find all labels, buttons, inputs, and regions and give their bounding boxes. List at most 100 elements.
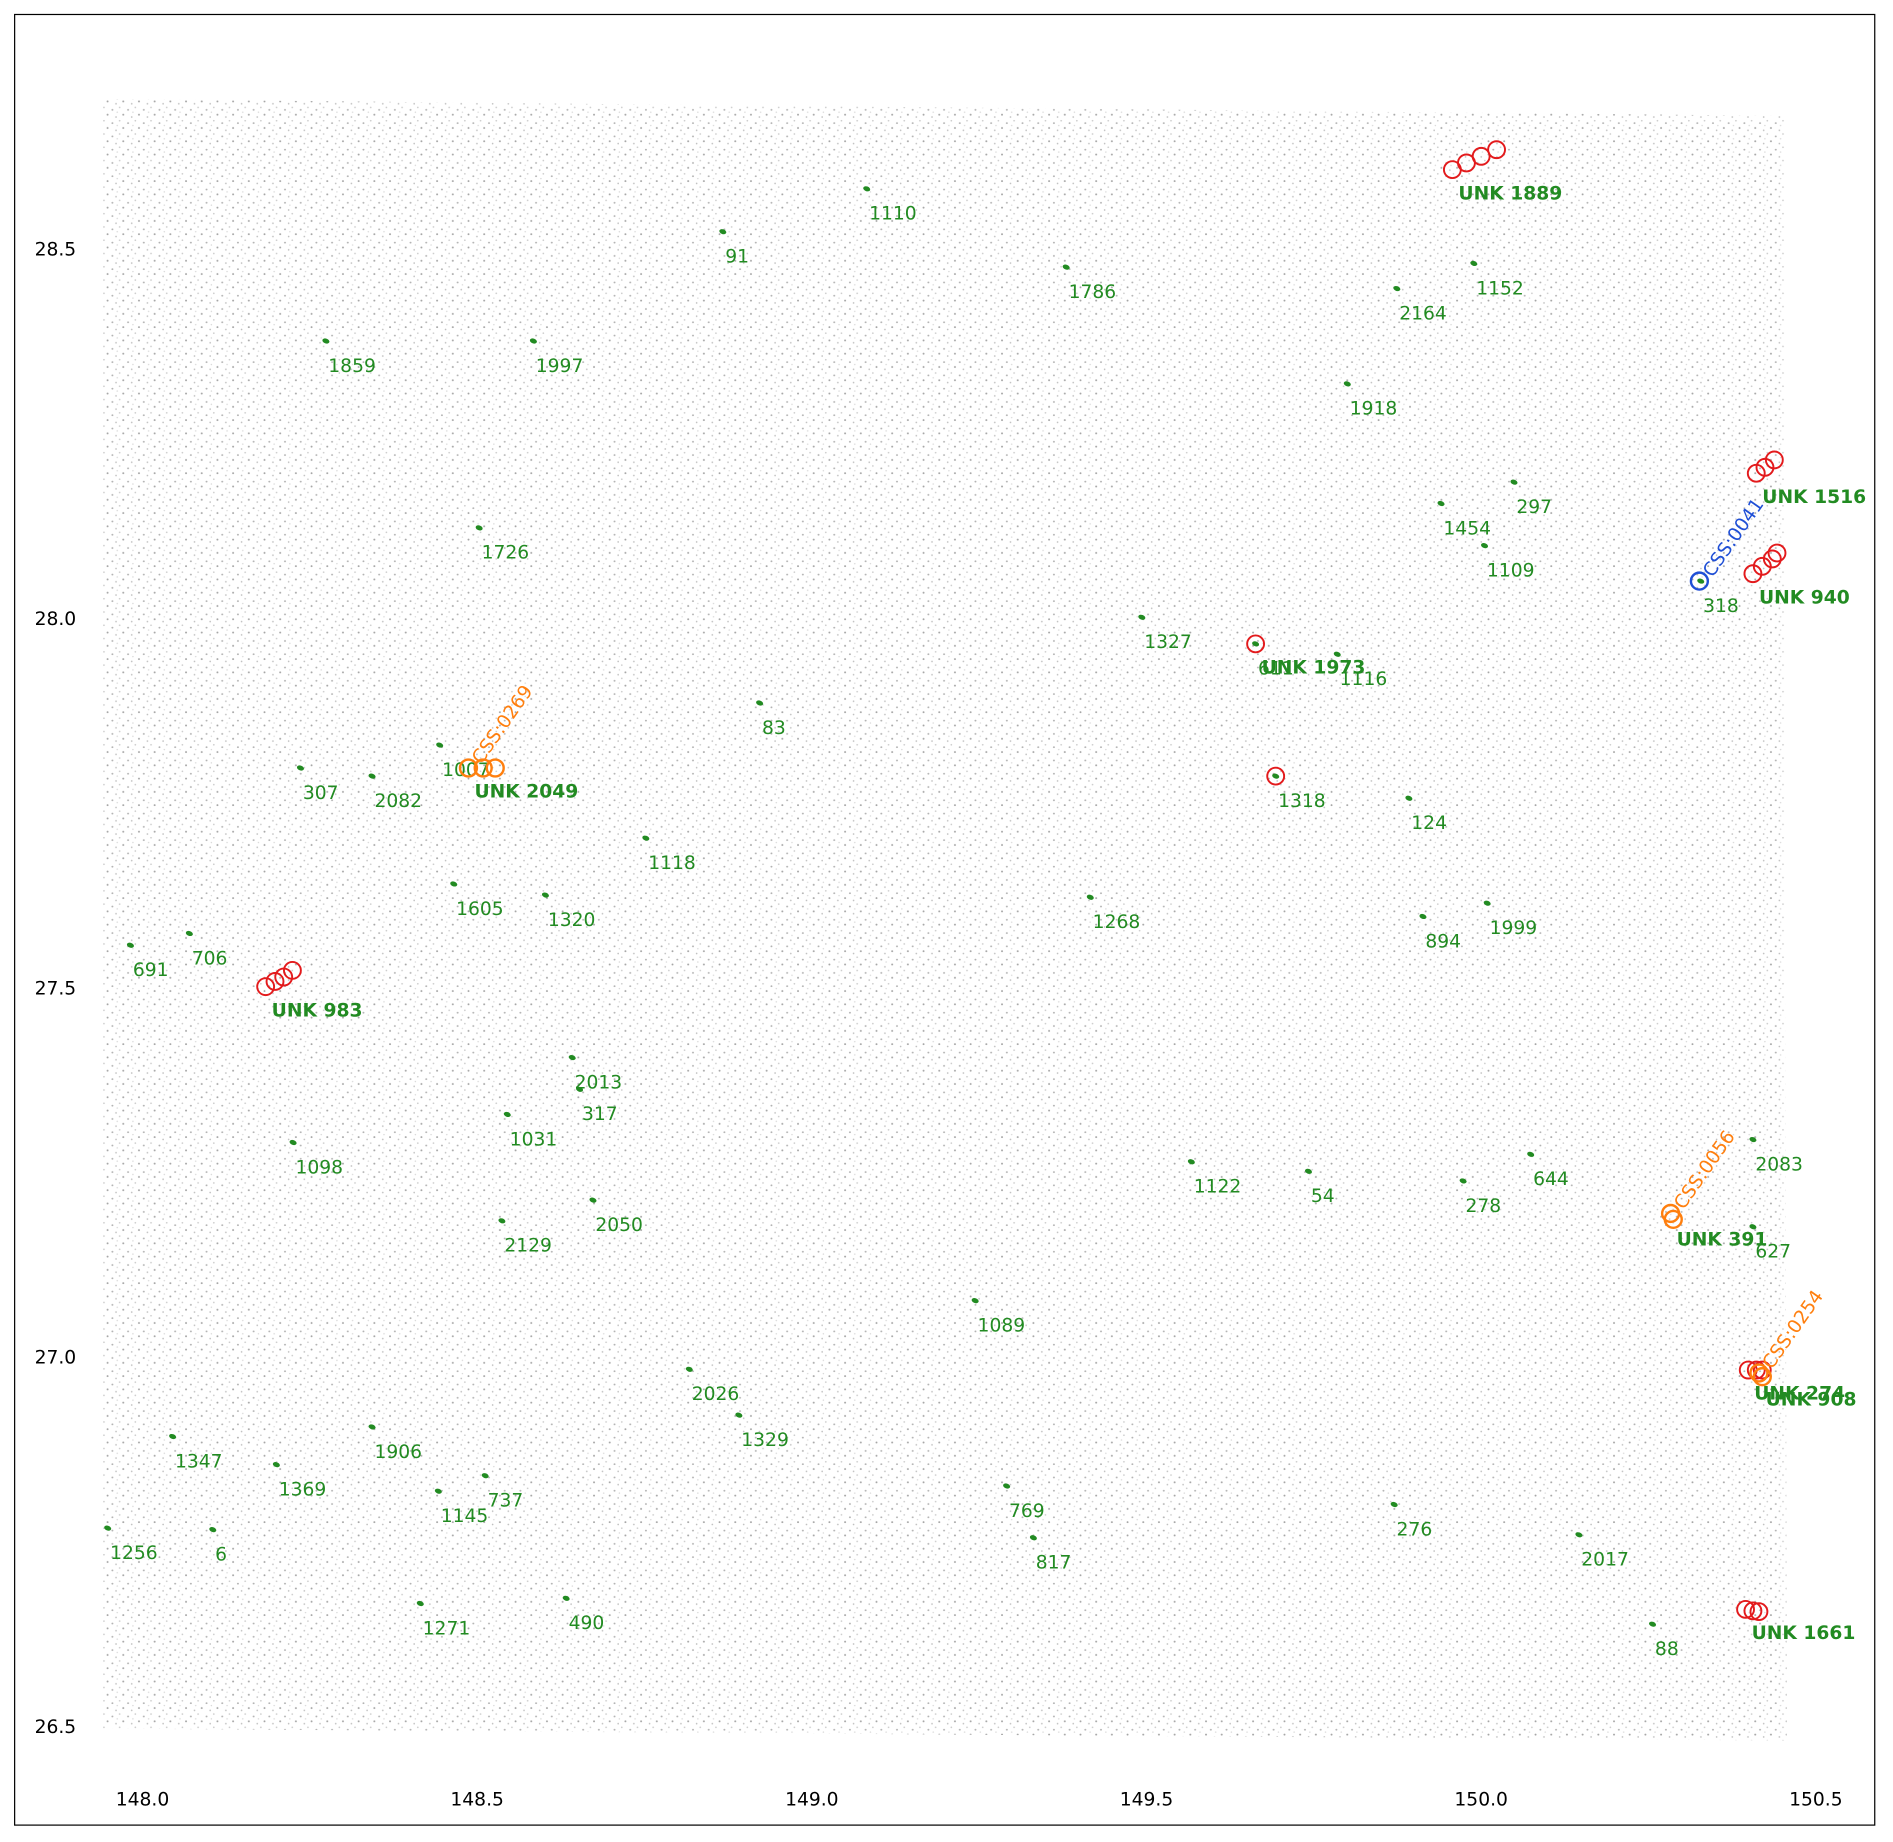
candidate-circle: [1471, 146, 1491, 166]
source-point: [1393, 285, 1401, 292]
source-label: 1152: [1476, 278, 1524, 299]
y-tick-label: 28.5: [35, 240, 77, 261]
source-label: 1329: [741, 1430, 789, 1451]
source-point: [971, 1298, 979, 1304]
candidate-circle: [1752, 1360, 1772, 1380]
source-label: 691: [133, 960, 169, 981]
candidate-circle: [1749, 1602, 1769, 1622]
candidate-circle: [1762, 549, 1782, 569]
source-point: [1749, 1224, 1757, 1230]
source-point: [209, 1527, 217, 1533]
source-label: 1997: [536, 356, 584, 377]
source-label: 611: [1258, 659, 1294, 680]
source-point: [322, 338, 330, 344]
source-point: [529, 338, 537, 344]
candidate-label: UNK 1661: [1752, 1623, 1856, 1644]
candidate-label: UNK 2049: [474, 782, 578, 803]
source-point: [1437, 500, 1445, 507]
source-point: [450, 881, 458, 887]
source-label: 318: [1703, 596, 1739, 617]
source-label: 706: [192, 948, 228, 969]
candidate-circle: [265, 972, 285, 991]
source-label: 1918: [1350, 399, 1398, 420]
source-point: [1749, 1136, 1757, 1143]
source-label: 737: [488, 1491, 524, 1512]
source-point: [1343, 381, 1351, 387]
source-label: 297: [1516, 497, 1552, 518]
source-label: 1906: [374, 1442, 422, 1463]
x-tick-label: 148.5: [450, 1789, 504, 1810]
source-point: [1029, 1535, 1037, 1541]
source-point: [562, 1595, 570, 1601]
candidate-label: UNK 983: [272, 1000, 363, 1021]
source-label: 627: [1755, 1242, 1791, 1263]
source-label: 490: [569, 1613, 605, 1634]
source-point: [719, 229, 727, 235]
source-label: 54: [1311, 1186, 1335, 1207]
candidate-circle: [1755, 457, 1775, 477]
source-label: 1605: [456, 899, 504, 920]
source-label: 1268: [1093, 912, 1141, 933]
source-point: [1470, 260, 1478, 267]
crossmatch-circle: [485, 758, 505, 778]
source-point: [185, 930, 193, 937]
source-label: 276: [1397, 1519, 1433, 1540]
candidate-label: UNK 1973: [1262, 658, 1366, 679]
source-label: 1256: [110, 1543, 158, 1564]
source-point: [576, 1086, 584, 1092]
source-point: [475, 525, 483, 531]
source-label: 1454: [1443, 518, 1491, 539]
source-point: [1575, 1532, 1583, 1538]
source-point: [1304, 1168, 1312, 1174]
source-label: 124: [1411, 813, 1447, 834]
source-point: [1086, 894, 1094, 900]
candidate-circle: [1746, 1360, 1766, 1380]
source-point: [1405, 795, 1413, 801]
source-point: [863, 186, 871, 192]
source-label: 644: [1533, 1169, 1569, 1190]
source-point: [1483, 900, 1491, 906]
source-label: 2017: [1581, 1550, 1629, 1571]
source-point: [1003, 1483, 1011, 1489]
x-tick-label: 149.0: [785, 1789, 838, 1810]
source-point: [589, 1197, 597, 1203]
source-point: [272, 1462, 280, 1468]
source-label: 1110: [869, 204, 917, 225]
candidate-circle: [1736, 1599, 1755, 1619]
source-point: [735, 1412, 743, 1418]
source-label: 1118: [648, 853, 696, 874]
source-point: [1390, 1501, 1398, 1508]
crossmatch-circle: [1749, 1363, 1769, 1383]
source-label: 1098: [295, 1157, 343, 1178]
y-tick-label: 27.0: [35, 1348, 77, 1369]
source-point: [296, 765, 304, 771]
source-point: [1481, 543, 1489, 549]
source-label: 1859: [328, 356, 376, 377]
source-point: [1649, 1621, 1657, 1627]
source-label: 1347: [175, 1451, 223, 1472]
source-point: [416, 1600, 424, 1607]
source-label: 1327: [1144, 632, 1192, 653]
source-label: 2164: [1399, 303, 1447, 324]
source-label: 1369: [279, 1479, 327, 1500]
source-point: [642, 835, 650, 841]
candidate-label: UNK 274: [1754, 1384, 1845, 1405]
candidate-circle: [1266, 766, 1286, 786]
source-point: [756, 700, 764, 706]
source-label: 1726: [482, 543, 530, 564]
source-point: [436, 742, 444, 748]
x-tick-label: 150.5: [1789, 1789, 1843, 1810]
source-label: 88: [1655, 1639, 1679, 1660]
source-point: [1459, 1178, 1467, 1184]
source-point: [498, 1218, 506, 1224]
source-label: 317: [582, 1104, 618, 1125]
candidate-label: UNK 1889: [1458, 183, 1562, 204]
source-label: 91: [725, 247, 749, 268]
candidate-label: UNK 908: [1766, 1390, 1857, 1411]
candidate-circle: [1767, 543, 1787, 563]
candidate-circle: [1743, 564, 1763, 584]
source-point: [104, 1525, 112, 1531]
source-label: 817: [1036, 1553, 1072, 1574]
source-point: [503, 1111, 511, 1118]
